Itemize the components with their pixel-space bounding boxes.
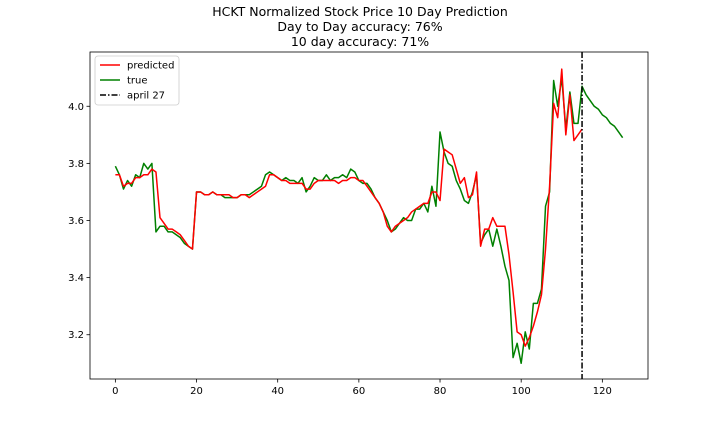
legend-label-true: true <box>127 76 148 87</box>
x-tick-label: 100 <box>512 386 531 397</box>
y-tick-label: 3.8 <box>68 159 84 170</box>
chart-title-line-1: HCKT Normalized Stock Price 10 Day Predi… <box>212 4 508 19</box>
legend-box <box>94 55 180 106</box>
y-tick-label: 3.2 <box>68 330 84 341</box>
chart-title-line-2: Day to Day accuracy: 76% <box>277 19 443 34</box>
chart-title-line-3: 10 day accuracy: 71% <box>290 34 430 49</box>
x-tick-label: 20 <box>190 386 203 397</box>
x-tick-label: 0 <box>112 386 118 397</box>
x-tick-label: 60 <box>352 386 365 397</box>
x-tick-label: 40 <box>271 386 284 397</box>
x-tick-label: 80 <box>434 386 447 397</box>
legend: predicted true april 27 <box>94 55 180 106</box>
series-line-true <box>114 76 624 365</box>
y-tick-label: 3.4 <box>68 273 84 284</box>
y-tick-label: 4.0 <box>68 102 84 113</box>
legend-label-predicted: predicted <box>127 61 174 72</box>
legend-label-april-27: april 27 <box>127 91 165 102</box>
series-line-predicted <box>115 68 583 347</box>
plot-area-frame <box>89 51 649 380</box>
x-tick-label: 120 <box>593 386 612 397</box>
y-tick-label: 3.6 <box>68 216 84 227</box>
